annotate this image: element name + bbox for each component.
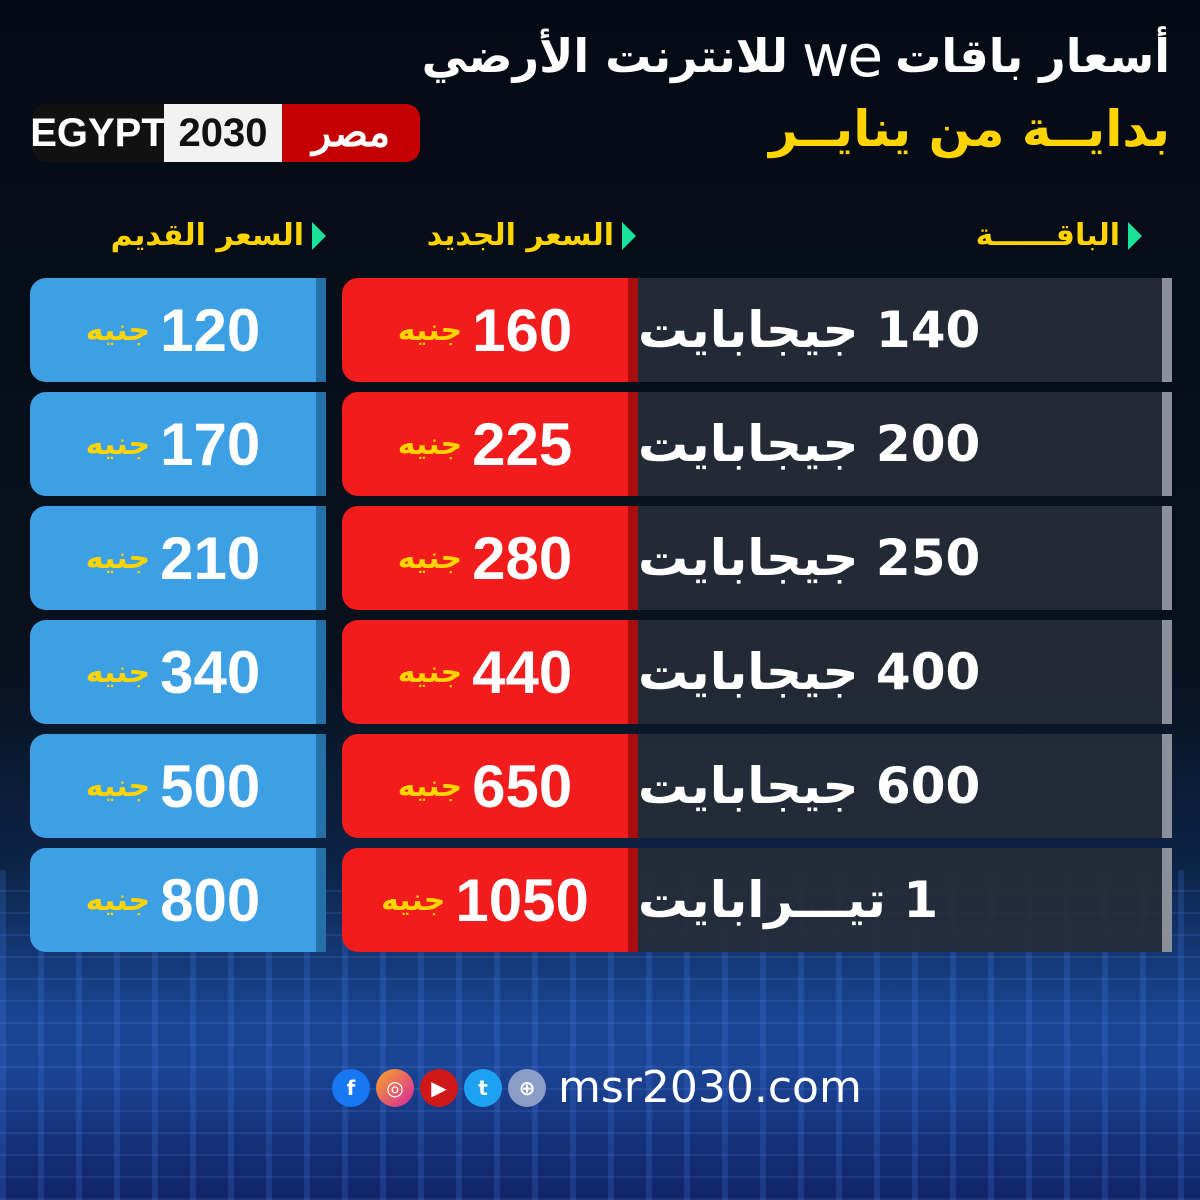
new-price-value: 440 bbox=[472, 638, 573, 706]
facebook-icon[interactable]: f bbox=[332, 1068, 370, 1107]
instagram-icon[interactable]: ◎ bbox=[376, 1068, 414, 1107]
currency-label: جنيه bbox=[85, 540, 151, 576]
new-price-cell: 280 جنيه bbox=[342, 506, 638, 610]
currency-label: جنيه bbox=[397, 426, 463, 462]
currency-label: جنيه bbox=[397, 540, 463, 576]
package-label: 1 تيـــرابايت bbox=[638, 871, 939, 929]
old-price-cell: 170 جنيه bbox=[30, 392, 326, 496]
egypt-2030-logo: EGYPT 2030 مصر bbox=[32, 104, 420, 162]
logo-2030: 2030 bbox=[164, 104, 282, 162]
youtube-icon[interactable]: ▶ bbox=[420, 1068, 458, 1107]
old-price-cell: 120 جنيه bbox=[30, 278, 326, 382]
package-label: 600 جيجابايت bbox=[638, 757, 981, 815]
website-link[interactable]: msr2030.com bbox=[558, 1062, 862, 1113]
currency-label: جنيه bbox=[85, 426, 151, 462]
package-cell: 1 تيـــرابايت bbox=[638, 848, 1172, 952]
currency-label: جنيه bbox=[85, 654, 151, 690]
package-cell: 400 جيجابايت bbox=[638, 620, 1172, 724]
currency-label: جنيه bbox=[85, 312, 151, 348]
currency-label: جنيه bbox=[397, 768, 463, 804]
package-cell: 600 جيجابايت bbox=[638, 734, 1172, 838]
package-label: 400 جيجابايت bbox=[638, 643, 981, 701]
subtitle: بدايــة من ينايــر bbox=[769, 100, 1170, 158]
package-cell: 140 جيجابايت bbox=[638, 278, 1172, 382]
old-price-value: 210 bbox=[160, 524, 261, 592]
title-part1: أسعار باقات bbox=[895, 29, 1170, 83]
new-price-cell: 650 جنيه bbox=[342, 734, 638, 838]
currency-label: جنيه bbox=[397, 654, 463, 690]
old-price-value: 120 bbox=[160, 296, 261, 364]
new-price-cell: 160 جنيه bbox=[342, 278, 638, 382]
table-row: 140 جيجابايت 160 جنيه 120 جنيه bbox=[30, 278, 1172, 382]
old-price-cell: 500 جنيه bbox=[30, 734, 326, 838]
we-brand-logo: we bbox=[801, 22, 883, 90]
new-price-cell: 1050 جنيه bbox=[342, 848, 638, 952]
logo-egypt: EGYPT bbox=[32, 104, 166, 162]
column-header-label: السعر القديم bbox=[110, 218, 304, 253]
triangle-marker-icon bbox=[622, 221, 636, 250]
old-price-value: 800 bbox=[160, 866, 261, 934]
old-price-value: 170 bbox=[160, 410, 261, 478]
column-header-label: الباقــــــة bbox=[975, 218, 1120, 253]
new-price-value: 160 bbox=[472, 296, 573, 364]
old-price-cell: 340 جنيه bbox=[30, 620, 326, 724]
old-price-cell: 210 جنيه bbox=[30, 506, 326, 610]
package-cell: 250 جيجابايت bbox=[638, 506, 1172, 610]
triangle-marker-icon bbox=[312, 221, 326, 250]
currency-label: جنيه bbox=[381, 882, 446, 918]
package-label: 250 جيجابايت bbox=[638, 529, 981, 587]
old-price-value: 500 bbox=[160, 752, 261, 820]
globe-icon[interactable]: ⊕ bbox=[508, 1068, 546, 1107]
currency-label: جنيه bbox=[85, 768, 151, 804]
page-title: أسعار باقات we للانترنت الأرضي bbox=[422, 22, 1170, 90]
twitter-icon[interactable]: t bbox=[464, 1068, 502, 1107]
column-header-label: السعر الجديد bbox=[426, 218, 614, 253]
logo-masr: مصر bbox=[282, 104, 420, 162]
new-price-value: 650 bbox=[472, 752, 573, 820]
old-price-value: 340 bbox=[160, 638, 261, 706]
table-row: 1 تيـــرابايت 1050 جنيه 800 جنيه bbox=[30, 848, 1172, 952]
table-row: 600 جيجابايت 650 جنيه 500 جنيه bbox=[30, 734, 1172, 838]
old-price-cell: 800 جنيه bbox=[30, 848, 326, 952]
table-row: 250 جيجابايت 280 جنيه 210 جنيه bbox=[30, 506, 1172, 610]
new-price-value: 225 bbox=[472, 410, 573, 478]
currency-label: جنيه bbox=[397, 312, 463, 348]
column-header-new-price: السعر الجديد bbox=[427, 218, 636, 253]
table-row: 200 جيجابايت 225 جنيه 170 جنيه bbox=[30, 392, 1172, 496]
column-header-package: الباقــــــة bbox=[976, 218, 1142, 253]
package-cell: 200 جيجابايت bbox=[638, 392, 1172, 496]
column-header-old-price: السعر القديم bbox=[111, 218, 326, 253]
new-price-cell: 440 جنيه bbox=[342, 620, 638, 724]
package-label: 140 جيجابايت bbox=[638, 301, 981, 359]
title-part2: للانترنت الأرضي bbox=[421, 29, 788, 83]
currency-label: جنيه bbox=[85, 882, 151, 918]
new-price-value: 280 bbox=[472, 524, 573, 592]
new-price-cell: 225 جنيه bbox=[342, 392, 638, 496]
new-price-value: 1050 bbox=[455, 866, 589, 934]
table-row: 400 جيجابايت 440 جنيه 340 جنيه bbox=[30, 620, 1172, 724]
footer: f ◎ ▶ t ⊕ msr2030.com bbox=[332, 1062, 862, 1113]
triangle-marker-icon bbox=[1128, 221, 1142, 250]
package-label: 200 جيجابايت bbox=[638, 415, 981, 473]
